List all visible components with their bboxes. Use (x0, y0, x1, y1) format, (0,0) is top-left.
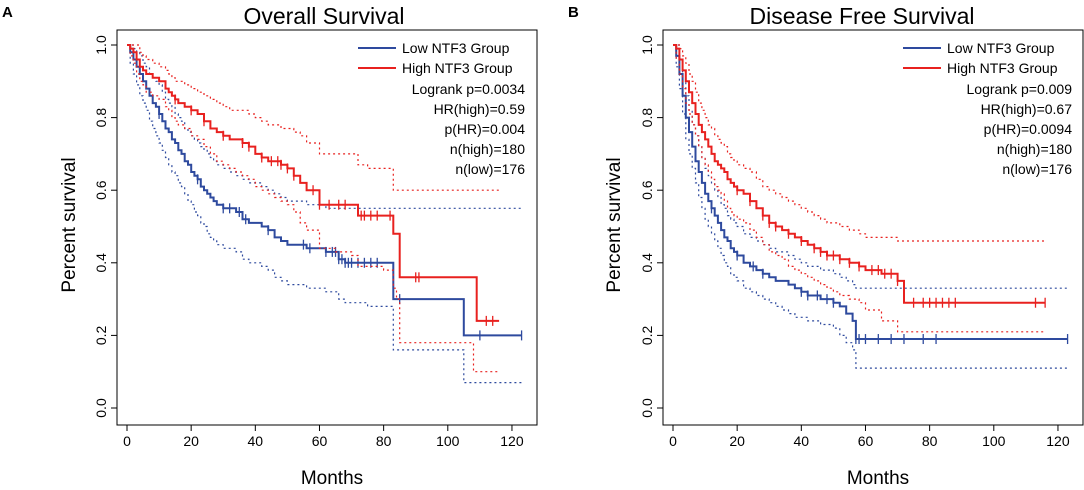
x-tick-label: 40 (248, 433, 264, 449)
y-tick-label: 0.4 (93, 253, 109, 273)
x-tick-label: 40 (794, 433, 810, 449)
tick-layer: 0 20 40 60 80 100 120 0.0 0.2 0.4 0.6 0.8 1.0 (639, 35, 1070, 449)
panel-label: A (2, 4, 13, 21)
legend-entry-low: Low NTF3 Group (402, 40, 510, 56)
x-tick-label: 120 (1046, 433, 1070, 449)
x-tick-label: 100 (982, 433, 1006, 449)
panel-b-disease-free-survival: B Disease Free Survival Months Percent s… (568, 3, 1084, 489)
stat-n-low: n(low)=176 (1002, 161, 1072, 177)
x-tick-label: 80 (922, 433, 938, 449)
x-tick-label: 0 (123, 433, 131, 449)
stat-logrank: Logrank p=0.0034 (412, 81, 525, 97)
legend: Low NTF3 Group High NTF3 Group (903, 40, 1058, 76)
y-tick-label: 1.0 (93, 35, 109, 55)
stat-n-high: n(high)=180 (450, 141, 525, 157)
stat-hr: HR(high)=0.59 (434, 101, 526, 117)
ci-lower-high (673, 44, 1046, 333)
y-tick-label: 0.8 (93, 108, 109, 128)
y-tick-label: 0.0 (93, 398, 109, 418)
ci-upper-low (127, 44, 522, 209)
x-tick-label: 60 (312, 433, 328, 449)
y-axis-label: Percent survival (604, 157, 625, 292)
y-axis-label: Percent survival (59, 157, 80, 292)
stat-phr: p(HR)=0.004 (444, 121, 525, 137)
y-tick-label: 1.0 (639, 35, 655, 55)
ci-upper-high (673, 44, 1046, 242)
stats-annotations: Logrank p=0.0034 HR(high)=0.59 p(HR)=0.0… (412, 81, 525, 177)
x-tick-label: 100 (436, 433, 460, 449)
x-tick-label: 80 (376, 433, 392, 449)
survival-curve-low (673, 44, 1068, 340)
panel-label: B (568, 4, 579, 21)
series-layer (673, 44, 1069, 369)
chart-title: Overall Survival (243, 3, 404, 29)
legend: Low NTF3 Group High NTF3 Group (358, 40, 513, 76)
ci-upper-low (673, 44, 1068, 289)
legend-entry-high: High NTF3 Group (402, 60, 513, 76)
y-tick-label: 0.8 (639, 108, 655, 128)
stat-hr: HR(high)=0.67 (981, 101, 1073, 117)
legend-entry-low: Low NTF3 Group (947, 40, 1055, 56)
y-tick-label: 0.2 (639, 325, 655, 345)
stat-phr: p(HR)=0.0094 (984, 121, 1073, 137)
x-tick-label: 120 (500, 433, 524, 449)
ci-upper-high (127, 44, 500, 191)
y-tick-label: 0.0 (639, 398, 655, 418)
stats-annotations: Logrank p=0.009 HR(high)=0.67 p(HR)=0.00… (967, 81, 1073, 177)
x-tick-label: 60 (858, 433, 874, 449)
stat-n-low: n(low)=176 (455, 161, 525, 177)
x-tick-label: 20 (183, 433, 199, 449)
plot-frame (662, 29, 1084, 426)
stat-logrank: Logrank p=0.009 (967, 81, 1073, 97)
panel-a-overall-survival: A Overall Survival Months Percent surviv… (2, 3, 538, 489)
tick-layer: 0 20 40 60 80 100 120 0.0 0.2 0.4 0.6 0.8 1.0 (93, 35, 524, 449)
plot-frame (116, 29, 538, 426)
ci-lower-high (127, 44, 500, 373)
stat-n-high: n(high)=180 (997, 141, 1072, 157)
series-layer (127, 44, 523, 384)
y-tick-label: 0.2 (93, 325, 109, 345)
x-tick-label: 0 (669, 433, 677, 449)
legend-entry-high: High NTF3 Group (947, 60, 1058, 76)
y-tick-label: 0.6 (93, 180, 109, 200)
x-axis-label: Months (847, 468, 909, 489)
chart-title: Disease Free Survival (750, 3, 975, 29)
x-tick-label: 20 (729, 433, 745, 449)
x-axis-label: Months (301, 468, 363, 489)
y-tick-label: 0.4 (639, 253, 655, 273)
y-tick-label: 0.6 (639, 180, 655, 200)
survival-curve-high (127, 44, 500, 322)
ci-lower-low (673, 44, 1068, 369)
